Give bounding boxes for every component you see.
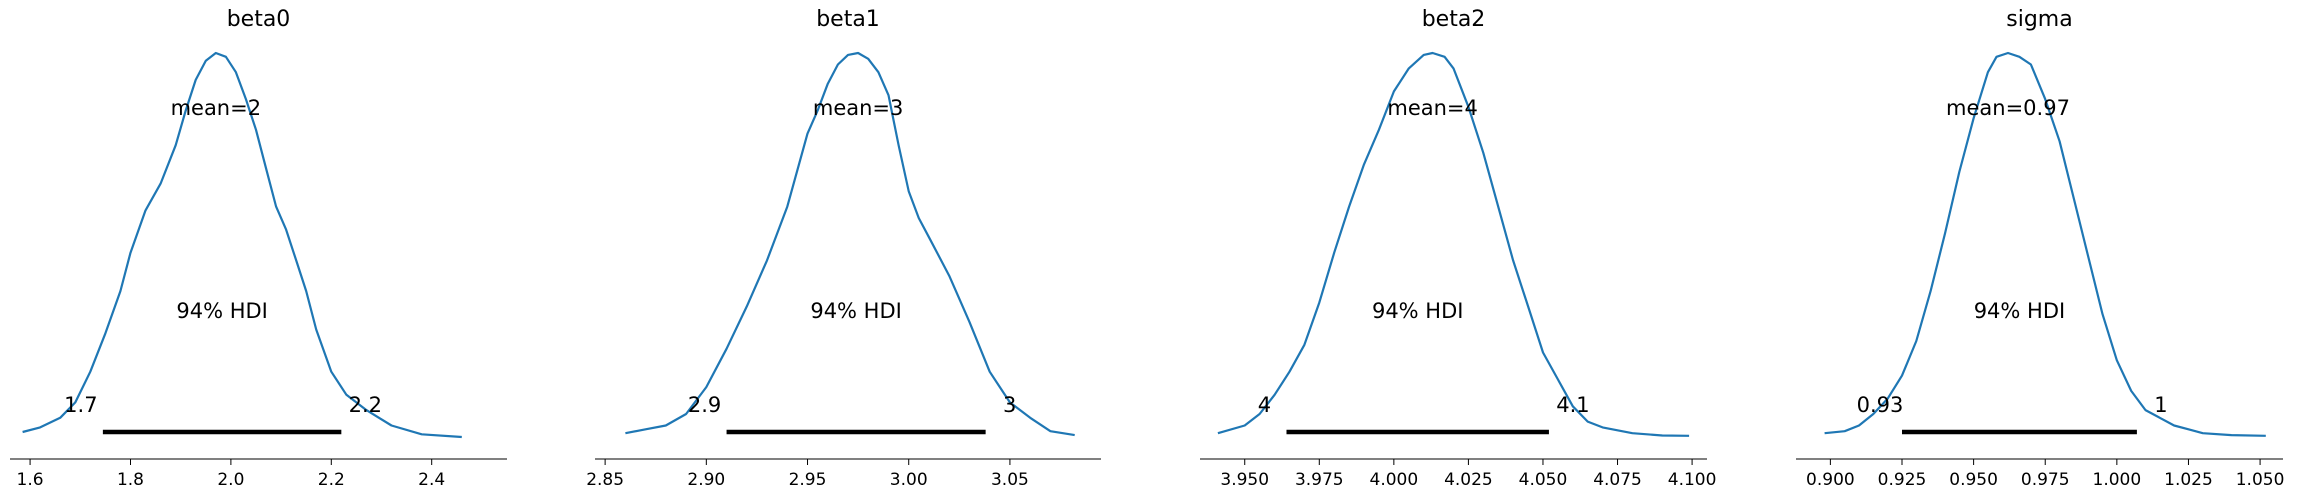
- hdi-label: 94% HDI: [176, 299, 268, 323]
- x-tick-label: 1.000: [2093, 470, 2142, 490]
- panel-title: beta2: [1422, 7, 1486, 32]
- mean-label: mean=2: [171, 96, 262, 120]
- hdi-label: 94% HDI: [1974, 299, 2066, 323]
- x-tick-label: 0.950: [1949, 470, 1998, 490]
- x-tick-label: 4.075: [1593, 470, 1642, 490]
- x-tick-label: 4.050: [1519, 470, 1568, 490]
- panel-title: beta1: [816, 7, 880, 32]
- hdi-label: 94% HDI: [1372, 299, 1464, 323]
- x-tick-label: 2.95: [789, 470, 827, 490]
- x-tick-label: 0.925: [1878, 470, 1927, 490]
- x-tick-label: 3.950: [1220, 470, 1269, 490]
- x-tick-label: 4.025: [1444, 470, 1493, 490]
- x-tick-label: 2.2: [318, 470, 345, 490]
- hdi-lower-label: 0.93: [1857, 393, 1904, 417]
- panel-beta1: beta1 mean=3 94% HDI 2.9 3 2.85 2.90 2.95 3.00 3.…: [586, 7, 1101, 490]
- density-curve: [1824, 51, 2266, 437]
- mean-label: mean=3: [813, 96, 904, 120]
- x-tick-label: 4.100: [1668, 470, 1717, 490]
- hdi-upper-label: 3: [1003, 393, 1016, 417]
- x-tick-label: 1.025: [2164, 470, 2213, 490]
- x-tick-label: 3.05: [991, 470, 1029, 490]
- x-tick-label: 2.4: [418, 470, 445, 490]
- mean-label: mean=4: [1387, 96, 1478, 120]
- hdi-label: 94% HDI: [810, 299, 902, 323]
- hdi-lower-label: 4: [1258, 393, 1271, 417]
- x-tick-label: 4.000: [1370, 470, 1419, 490]
- hdi-upper-label: 4.1: [1556, 393, 1589, 417]
- panel-beta2: beta2 mean=4 94% HDI 4 4.1 3.950 3.975 4.000 4.0…: [1200, 7, 1716, 490]
- x-tick-label: 3.975: [1295, 470, 1344, 490]
- panel-sigma: sigma mean=0.97 94% HDI 0.93 1 0.900 0.925 0.95…: [1796, 7, 2284, 490]
- x-tick-label: 0.900: [1806, 470, 1855, 490]
- x-tick-label: 2.90: [687, 470, 725, 490]
- mean-label: mean=0.97: [1946, 96, 2070, 120]
- density-curve: [625, 51, 1075, 437]
- x-tick-label: 2.0: [217, 470, 244, 490]
- panel-title: sigma: [2006, 7, 2072, 32]
- x-tick-label: 1.6: [17, 470, 44, 490]
- hdi-upper-label: 2.2: [349, 393, 382, 417]
- x-tick-label: 1.050: [2236, 470, 2285, 490]
- x-tick-label: 0.975: [2021, 470, 2070, 490]
- x-tick-label: 3.00: [890, 470, 928, 490]
- hdi-lower-label: 1.7: [64, 393, 97, 417]
- panel-title: beta0: [227, 7, 291, 32]
- density-curve: [1217, 51, 1690, 437]
- hdi-upper-label: 1: [2154, 393, 2167, 417]
- hdi-lower-label: 2.9: [688, 393, 721, 417]
- density-curve: [22, 51, 462, 439]
- x-tick-label: 2.85: [586, 470, 624, 490]
- panel-beta0: beta0 mean=2 94% HDI 1.7 2.2 1.6 1.8 2.0 2.2 2.4: [10, 7, 507, 490]
- x-tick-label: 1.8: [117, 470, 144, 490]
